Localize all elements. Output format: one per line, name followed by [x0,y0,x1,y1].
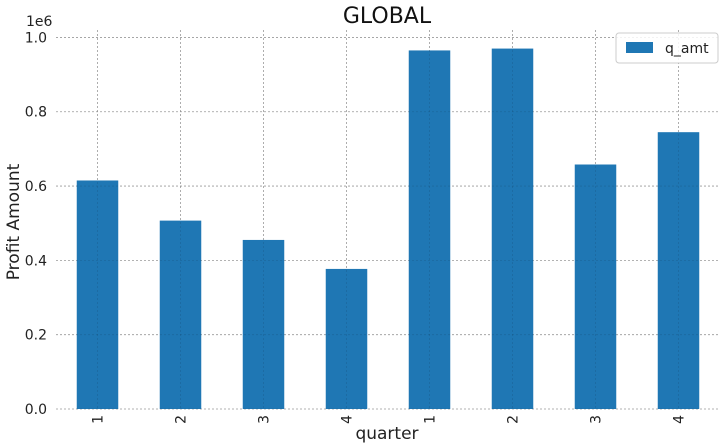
bar [657,132,700,409]
y-tick-labels: 0.0 0.2 0.4 0.6 0.8 1.0 [25,30,47,418]
bar [242,239,285,409]
x-tick-label: 1 [423,415,439,424]
x-tick-label: 4 [340,415,356,424]
legend-swatch [626,42,653,53]
x-tick-label: 2 [506,415,522,424]
grid-lines [56,30,720,410]
grid-overlay [56,30,720,410]
chart-title: GLOBAL [343,4,432,29]
legend: q_amt [615,32,719,64]
y-tick-label: 1.0 [25,30,47,46]
bar [574,164,617,409]
y-tick-label: 0.6 [25,179,47,195]
x-tick-label: 2 [174,415,190,424]
y-tick-label: 0.4 [25,253,47,269]
y-axis-label: Profit Amount [4,163,24,280]
y-tick-label: 0.2 [25,328,47,344]
legend-box [615,32,719,64]
bar [159,220,202,409]
x-axis-label: quarter [355,424,418,444]
y-tick-label: 0.8 [25,105,47,121]
bar [76,180,119,409]
bars [76,48,700,409]
x-tick-label: 3 [589,415,605,424]
bar [491,48,534,409]
bar [325,268,368,409]
x-tick-label: 4 [672,415,688,424]
x-tick-label: 3 [257,415,273,424]
legend-label: q_amt [665,41,709,57]
y-tick-label: 0.0 [25,402,47,418]
x-tick-label: 1 [91,415,107,424]
bar [408,50,451,409]
x-tick-labels: 1 2 3 4 1 2 3 4 [91,415,688,424]
y-offset-label: 1e6 [26,14,53,30]
